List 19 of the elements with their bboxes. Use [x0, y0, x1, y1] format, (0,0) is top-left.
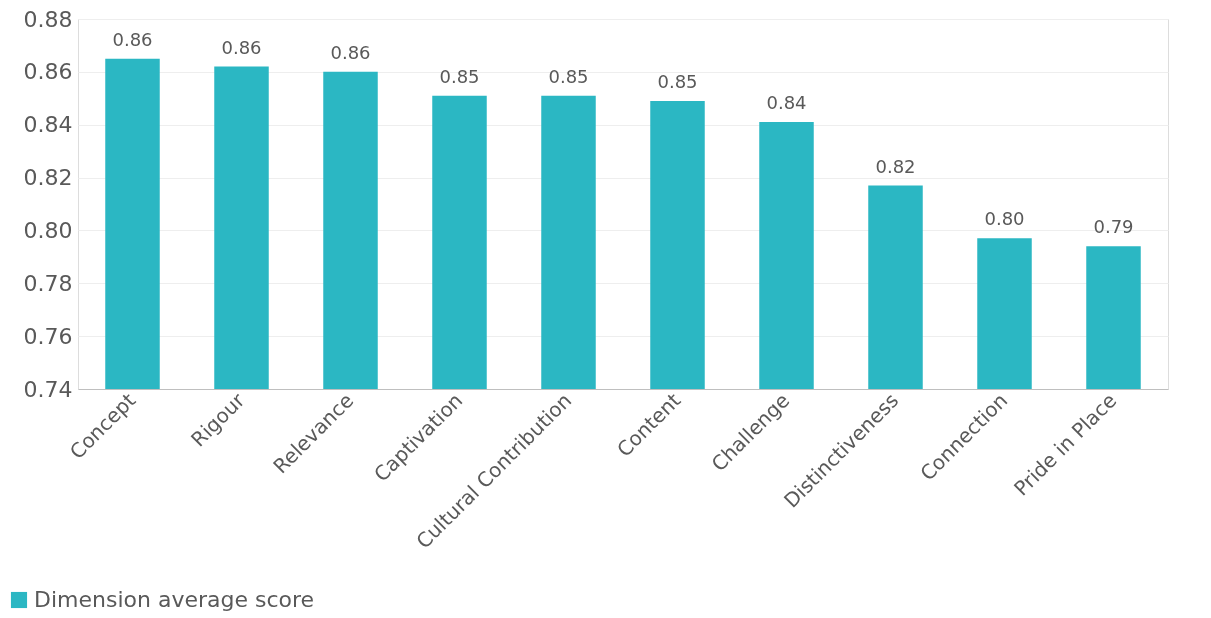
data-label: 0.86	[112, 28, 153, 50]
y-tick-label: 0.80	[23, 217, 73, 243]
data-label: 0.85	[439, 65, 480, 87]
data-label: 0.80	[984, 208, 1025, 230]
data-label: 0.85	[657, 70, 698, 92]
y-tick-label: 0.78	[23, 270, 73, 296]
legend-label: Dimension average score	[34, 587, 315, 612]
y-tick-label: 0.74	[23, 376, 73, 402]
y-tick-label: 0.88	[23, 6, 73, 32]
data-label: 0.82	[875, 155, 916, 177]
y-tick-label: 0.84	[23, 112, 73, 138]
data-label: 0.86	[330, 41, 371, 63]
data-label: 0.85	[548, 65, 589, 87]
data-label: 0.86	[221, 36, 262, 58]
data-label: 0.84	[766, 92, 807, 114]
y-tick-label: 0.86	[23, 59, 73, 85]
y-tick-label: 0.82	[23, 165, 73, 191]
y-tick-label: 0.76	[23, 323, 73, 349]
data-label: 0.79	[1093, 216, 1134, 238]
